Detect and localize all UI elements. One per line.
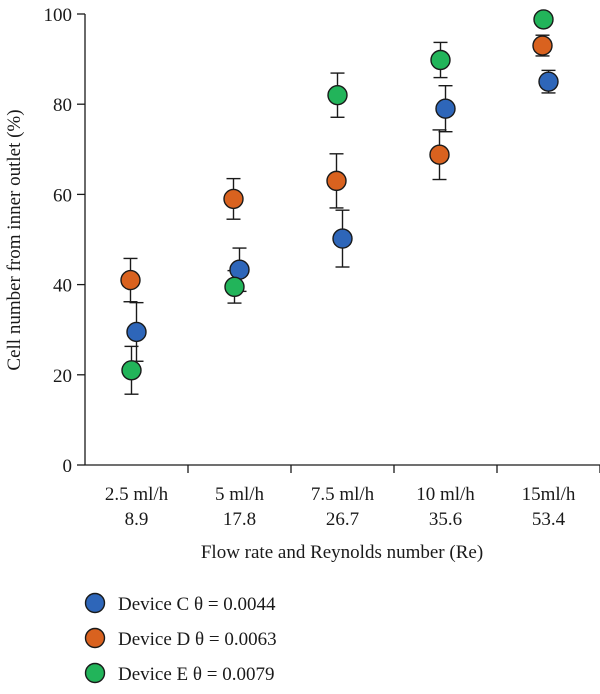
y-tick-label: 60 bbox=[53, 185, 72, 206]
data-point bbox=[538, 71, 559, 92]
x-tick-label-flow: 2.5 ml/h bbox=[105, 484, 169, 505]
legend-label: Device C θ = 0.0044 bbox=[118, 594, 276, 615]
y-axis-title: Cell number from inner outlet (%) bbox=[4, 109, 25, 370]
x-tick-label-re: 53.4 bbox=[532, 509, 566, 530]
x-tick-label-re: 17.8 bbox=[223, 509, 256, 530]
data-point bbox=[326, 170, 347, 192]
data-point bbox=[327, 84, 348, 106]
legend-label: Device D θ = 0.0063 bbox=[118, 629, 277, 650]
x-ticks: 2.5 ml/h 8.9 5 ml/h 17.8 7.5 ml/h 26.7 10 ml/h… bbox=[105, 465, 600, 530]
x-tick-label-re: 26.7 bbox=[326, 509, 359, 530]
legend-label: Device E θ = 0.0079 bbox=[118, 664, 274, 685]
data-point bbox=[126, 321, 147, 343]
legend-marker bbox=[84, 592, 106, 614]
y-tick-label: 40 bbox=[53, 276, 72, 297]
data-point bbox=[223, 188, 244, 210]
x-tick-label-flow: 5 ml/h bbox=[215, 484, 265, 505]
x-tick-label-flow: 10 ml/h bbox=[416, 484, 475, 505]
x-tick-label-re: 35.6 bbox=[429, 509, 462, 530]
data-point bbox=[121, 360, 142, 381]
legend-marker bbox=[84, 662, 106, 684]
y-tick-label: 80 bbox=[53, 95, 72, 116]
y-tick-label: 0 bbox=[63, 456, 73, 477]
data-point bbox=[224, 276, 245, 298]
x-tick-label-flow: 15ml/h bbox=[522, 484, 576, 505]
data-point bbox=[332, 228, 353, 249]
data-point bbox=[430, 49, 451, 71]
y-tick-label: 100 bbox=[44, 5, 73, 26]
x-tick-label-flow: 7.5 ml/h bbox=[311, 484, 375, 505]
y-ticks: 0 20 40 60 80 100 bbox=[44, 5, 85, 477]
x-axis-title: Flow rate and Reynolds number (Re) bbox=[201, 542, 483, 563]
x-tick-label-re: 8.9 bbox=[125, 509, 149, 530]
legend-marker bbox=[84, 627, 106, 649]
legend: Device C θ = 0.0044 Device D θ = 0.0063 De… bbox=[84, 592, 277, 685]
data-point bbox=[229, 259, 250, 280]
y-tick-label: 20 bbox=[53, 366, 72, 387]
data-point bbox=[435, 98, 456, 119]
data-points bbox=[120, 9, 559, 381]
data-point bbox=[120, 269, 141, 291]
data-point bbox=[533, 9, 554, 30]
axes bbox=[84, 14, 600, 466]
data-point bbox=[429, 144, 450, 165]
data-point bbox=[532, 35, 553, 56]
